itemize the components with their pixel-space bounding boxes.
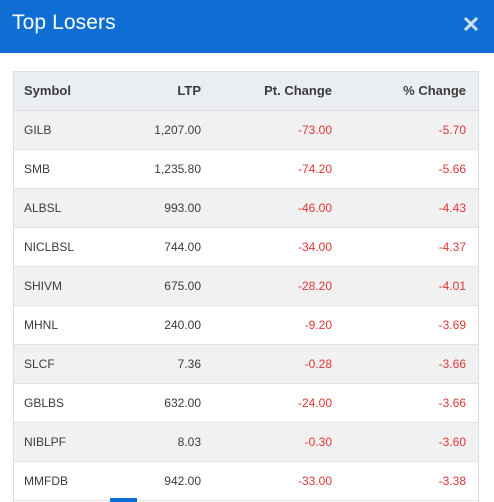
- ltp-cell: 1,207.00: [104, 110, 213, 150]
- pct-change-cell: -5.70: [344, 110, 478, 150]
- ltp-cell: 7.36: [104, 344, 213, 384]
- ltp-cell: 1,235.80: [104, 149, 213, 189]
- symbol-cell[interactable]: SMB: [14, 149, 104, 189]
- pt-change-cell: -73.00: [213, 110, 344, 150]
- pt-change-cell: -33.00: [213, 461, 344, 501]
- table-row[interactable]: GILB 1,207.00 -73.00 -5.70: [14, 110, 478, 150]
- ltp-cell: 942.00: [104, 461, 213, 501]
- ltp-cell: 993.00: [104, 188, 213, 228]
- pct-change-cell: -3.60: [344, 422, 478, 462]
- ltp-cell: 744.00: [104, 227, 213, 267]
- pt-change-cell: -9.20: [213, 305, 344, 345]
- table-row[interactable]: MMFDB 942.00 -33.00 -3.38: [14, 461, 478, 501]
- pct-change-cell: -3.66: [344, 383, 478, 423]
- pct-change-cell: -4.43: [344, 188, 478, 228]
- table-row[interactable]: GBLBS 632.00 -24.00 -3.66: [14, 383, 478, 423]
- symbol-cell[interactable]: NIBLPF: [14, 422, 104, 462]
- column-header-pct-change[interactable]: % Change: [344, 72, 478, 111]
- pct-change-cell: -5.66: [344, 149, 478, 189]
- table-row[interactable]: SLCF 7.36 -0.28 -3.66: [14, 344, 478, 384]
- column-header-pt-change[interactable]: Pt. Change: [213, 72, 344, 111]
- table-row[interactable]: MHNL 240.00 -9.20 -3.69: [14, 305, 478, 345]
- ltp-cell: 8.03: [104, 422, 213, 462]
- pct-change-cell: -3.38: [344, 461, 478, 501]
- table-row[interactable]: NIBLPF 8.03 -0.30 -3.60: [14, 422, 478, 462]
- pct-change-cell: -3.66: [344, 344, 478, 384]
- modal-title: Top Losers: [12, 11, 116, 34]
- pt-change-cell: -0.28: [213, 344, 344, 384]
- ltp-cell: 240.00: [104, 305, 213, 345]
- pt-change-cell: -34.00: [213, 227, 344, 267]
- close-button[interactable]: [460, 13, 482, 35]
- horizontal-scroll-indicator[interactable]: [110, 498, 137, 502]
- symbol-cell[interactable]: MMFDB: [14, 461, 104, 501]
- pt-change-cell: -24.00: [213, 383, 344, 423]
- pt-change-cell: -28.20: [213, 266, 344, 306]
- ltp-cell: 632.00: [104, 383, 213, 423]
- table-header-row: Symbol LTP Pt. Change % Change: [14, 72, 478, 111]
- losers-table: Symbol LTP Pt. Change % Change GILB 1,207…: [14, 72, 478, 501]
- column-header-symbol[interactable]: Symbol: [14, 72, 104, 111]
- pt-change-cell: -46.00: [213, 188, 344, 228]
- pct-change-cell: -3.69: [344, 305, 478, 345]
- pct-change-cell: -4.01: [344, 266, 478, 306]
- symbol-cell[interactable]: ALBSL: [14, 188, 104, 228]
- pct-change-cell: -4.37: [344, 227, 478, 267]
- close-icon: [464, 17, 478, 31]
- losers-table-container[interactable]: Symbol LTP Pt. Change % Change GILB 1,207…: [13, 71, 479, 502]
- pt-change-cell: -74.20: [213, 149, 344, 189]
- table-row[interactable]: SHIVM 675.00 -28.20 -4.01: [14, 266, 478, 306]
- table-row[interactable]: NICLBSL 744.00 -34.00 -4.37: [14, 227, 478, 267]
- symbol-cell[interactable]: NICLBSL: [14, 227, 104, 267]
- ltp-cell: 675.00: [104, 266, 213, 306]
- table-row[interactable]: ALBSL 993.00 -46.00 -4.43: [14, 188, 478, 228]
- symbol-cell[interactable]: GILB: [14, 110, 104, 150]
- symbol-cell[interactable]: GBLBS: [14, 383, 104, 423]
- symbol-cell[interactable]: SHIVM: [14, 266, 104, 306]
- modal-header: Top Losers: [0, 0, 494, 53]
- symbol-cell[interactable]: MHNL: [14, 305, 104, 345]
- table-row[interactable]: SMB 1,235.80 -74.20 -5.66: [14, 149, 478, 189]
- column-header-ltp[interactable]: LTP: [104, 72, 213, 111]
- symbol-cell[interactable]: SLCF: [14, 344, 104, 384]
- pt-change-cell: -0.30: [213, 422, 344, 462]
